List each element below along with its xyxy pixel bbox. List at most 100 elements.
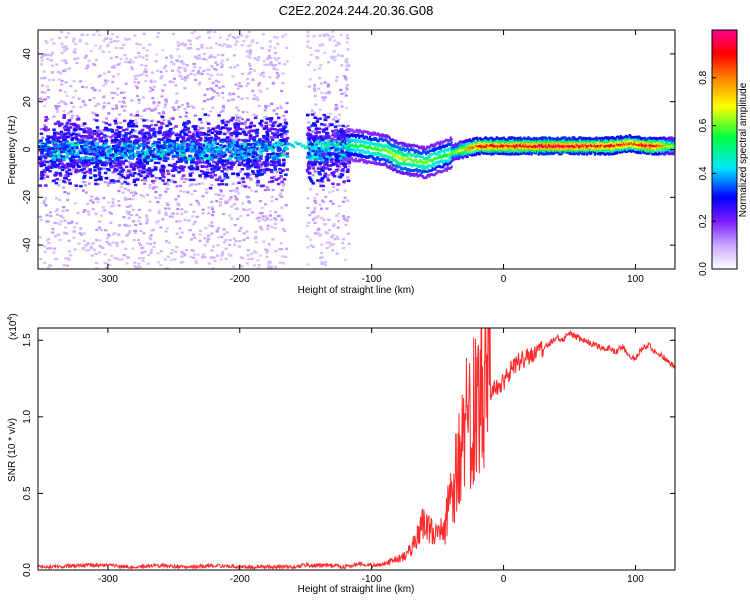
band-cell	[114, 136, 118, 139]
band-cell	[86, 149, 90, 152]
band-cell	[91, 153, 95, 156]
noise-speck	[229, 196, 233, 199]
band-cell	[98, 175, 103, 179]
noise-speck	[170, 215, 174, 218]
band-cell	[258, 173, 262, 177]
noise-speck	[115, 257, 119, 260]
noise-speck	[102, 196, 106, 200]
noise-speck	[112, 181, 116, 184]
band-cell	[147, 133, 152, 136]
noise-speck	[60, 52, 64, 55]
noise-speck	[331, 190, 335, 193]
band-cell	[227, 161, 231, 165]
noise-speck	[174, 84, 178, 87]
noise-speck	[109, 212, 113, 215]
band-cell	[55, 177, 59, 181]
band-cell	[52, 128, 56, 131]
band-cell	[321, 128, 326, 131]
band-cell	[65, 140, 69, 143]
band-cell	[277, 149, 281, 152]
band-cell	[61, 157, 66, 160]
band-cell	[187, 134, 192, 138]
band-cell	[111, 134, 115, 137]
noise-speck	[313, 199, 317, 202]
band-cell	[119, 156, 124, 160]
band-cell	[252, 124, 257, 128]
noise-speck	[73, 57, 77, 61]
noise-speck	[117, 224, 121, 227]
band-cell	[308, 158, 312, 161]
band-cell	[121, 129, 126, 132]
band-cell	[238, 161, 242, 165]
noise-speck	[197, 202, 200, 205]
band-cell	[182, 149, 186, 152]
noise-speck	[193, 189, 197, 192]
noise-speck	[92, 118, 96, 121]
noise-speck	[103, 208, 107, 212]
noise-speck	[337, 212, 341, 215]
noise-speck	[129, 113, 133, 116]
band-cell	[119, 137, 124, 141]
noise-speck	[79, 227, 83, 230]
band-cell	[97, 173, 102, 177]
noise-speck	[193, 114, 197, 117]
band-cell	[278, 133, 282, 137]
ridge-cell	[387, 144, 390, 147]
noise-speck	[338, 113, 341, 116]
noise-speck	[65, 47, 69, 50]
noise-speck	[247, 258, 251, 261]
noise-speck	[44, 197, 48, 200]
ridge-cell	[348, 142, 351, 146]
band-cell	[130, 162, 134, 166]
noise-speck	[144, 108, 148, 111]
noise-speck	[61, 216, 65, 219]
band-cell	[219, 144, 223, 147]
noise-speck	[193, 30, 197, 33]
noise-speck	[164, 211, 168, 214]
noise-speck	[223, 43, 227, 46]
noise-speck	[328, 112, 332, 116]
band-cell	[68, 126, 73, 129]
band-cell	[165, 130, 169, 133]
band-cell	[324, 159, 328, 163]
noise-speck	[107, 70, 111, 73]
band-cell	[65, 156, 69, 159]
noise-speck	[317, 227, 321, 230]
band-cell	[278, 154, 282, 157]
band-cell	[258, 156, 263, 159]
band-cell	[187, 166, 192, 169]
noise-speck	[110, 141, 114, 144]
band-cell	[92, 138, 97, 142]
band-cell	[246, 118, 250, 121]
band-cell	[74, 160, 78, 163]
noise-speck	[232, 189, 236, 192]
noise-speck	[69, 110, 73, 113]
noise-speck	[119, 144, 123, 147]
noise-speck	[254, 241, 258, 244]
ridge-cell	[407, 150, 410, 153]
band-cell	[94, 142, 98, 145]
noise-speck	[342, 75, 346, 78]
noise-speck	[198, 66, 202, 69]
band-cell	[67, 178, 71, 182]
noise-speck	[267, 262, 271, 265]
noise-speck	[209, 54, 213, 57]
noise-speck	[222, 228, 226, 231]
band-cell	[145, 161, 149, 164]
band-cell	[42, 160, 47, 163]
noise-speck	[222, 106, 226, 109]
band-cell	[135, 161, 139, 164]
band-cell	[88, 145, 93, 149]
noise-speck	[265, 255, 269, 258]
noise-speck	[333, 59, 337, 62]
band-cell	[198, 118, 202, 121]
band-cell	[139, 130, 144, 133]
band-cell	[322, 156, 326, 159]
noise-speck	[77, 124, 81, 127]
ridge-cell	[409, 152, 412, 155]
noise-speck	[217, 94, 221, 97]
noise-speck	[118, 62, 121, 65]
noise-speck	[96, 201, 100, 204]
band-cell	[244, 154, 248, 158]
